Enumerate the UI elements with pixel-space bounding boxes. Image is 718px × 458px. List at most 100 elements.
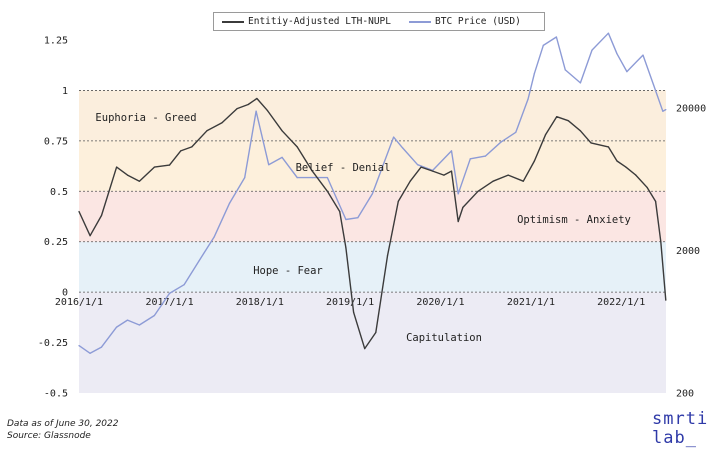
right-tick-label: 200 [676, 389, 694, 400]
right-tick-label: 20000 [676, 103, 706, 114]
footnote-source: Source: Glassnode [7, 431, 91, 441]
btc-point [183, 284, 185, 286]
lth-point [345, 247, 347, 249]
lth-point [420, 166, 422, 168]
btc-point [168, 292, 171, 294]
btc-point [281, 156, 283, 158]
btc-price-line [78, 32, 667, 354]
btc-point [402, 147, 404, 149]
btc-point [393, 136, 395, 138]
right-axis-ticks: 20000 2000 200 [676, 103, 706, 399]
zone-band-4 [79, 292, 666, 393]
lth-point [665, 299, 667, 301]
btc-point [626, 71, 628, 73]
lth-point [78, 210, 80, 213]
right-tick-label: 2000 [676, 246, 700, 257]
btc-point [213, 236, 215, 238]
lth-point [556, 116, 558, 118]
x-tick-label: 2022/1/1 [597, 297, 645, 308]
btc-point [591, 49, 593, 51]
zone-label: Hope - Fear [253, 265, 323, 277]
left-tick-label: -0.5 [44, 389, 68, 400]
btc-point [662, 110, 664, 112]
lth-point [450, 170, 453, 172]
lth-point [375, 331, 377, 334]
lth-point [616, 160, 618, 162]
lth-point [579, 130, 582, 132]
lth-nupl-line [78, 97, 667, 350]
left-tick-label: 0.5 [50, 187, 68, 198]
x-tick-label: 2021/1/1 [507, 297, 555, 308]
lth-point [477, 190, 479, 192]
lth-point [590, 142, 592, 144]
lth-point [432, 170, 434, 172]
lth-point [266, 110, 269, 112]
lth-point [153, 166, 155, 168]
lth-point [191, 146, 193, 148]
legend-label-btc: BTC Price (USD) [435, 16, 521, 27]
zone-label: Optimism - Anxiety [517, 214, 631, 226]
lth-point [397, 200, 399, 202]
btc-point [616, 53, 618, 55]
btc-point [542, 44, 544, 47]
zone-labels: Euphoria - Greed Belief - Denial Optimism … [95, 112, 630, 344]
zone-label: Euphoria - Greed [95, 112, 196, 124]
lth-point [544, 134, 547, 136]
btc-point [345, 218, 347, 221]
btc-point [527, 98, 529, 100]
btc-point [371, 193, 373, 195]
lth-point [635, 174, 637, 176]
lth-point [168, 164, 171, 166]
btc-point [357, 217, 359, 219]
lth-point [625, 166, 627, 168]
lth-point [533, 160, 536, 162]
left-axis-ticks: 1.25 1 0.75 0.5 0.25 0 -0.25 -0.5 [38, 36, 68, 400]
lth-point [522, 180, 524, 182]
legend: Entitiy-Adjusted LTH-NUPL BTC Price (USD… [213, 12, 545, 31]
left-tick-label: 1 [62, 86, 68, 97]
zone-band-3 [79, 241, 666, 293]
btc-point [665, 109, 667, 111]
lth-point [660, 241, 662, 243]
lth-point [339, 210, 341, 213]
left-tick-label: 0 [62, 288, 68, 299]
lth-point [443, 174, 445, 176]
zone-band-1 [79, 140, 666, 192]
left-tick-label: 0.25 [44, 237, 68, 248]
btc-point [311, 177, 313, 179]
left-tick-label: 1.25 [44, 36, 68, 47]
left-tick-label: 0.75 [44, 136, 68, 147]
btc-point [417, 164, 419, 166]
x-tick-label: 2016/1/1 [55, 297, 103, 308]
legend-item-btc: BTC Price (USD) [409, 16, 521, 27]
brand-line-2: lab_ [652, 428, 697, 448]
btc-point [229, 202, 231, 204]
lth-point [116, 166, 118, 168]
btc-point [296, 177, 298, 179]
lth-point [462, 206, 464, 208]
btc-point [198, 260, 200, 262]
btc-point [515, 131, 517, 133]
btc-point [268, 164, 270, 166]
btc-point [89, 352, 91, 354]
lth-point [492, 180, 494, 182]
series-lines [78, 32, 667, 354]
x-tick-label: 2017/1/1 [145, 297, 193, 308]
btc-point [244, 177, 246, 179]
lth-point [296, 146, 298, 148]
btc-point [579, 82, 582, 84]
btc-point [469, 158, 471, 160]
lth-point [364, 348, 366, 350]
btc-point [484, 155, 486, 157]
btc-point [533, 72, 536, 74]
lth-point [457, 220, 459, 223]
btc-point [642, 54, 644, 56]
brand-line-1: smrti [652, 409, 709, 429]
lth-point [221, 122, 223, 124]
legend-label-lth: Entitiy-Adjusted LTH-NUPL [248, 16, 391, 27]
lth-point [311, 170, 313, 172]
lth-point [126, 174, 129, 176]
lth-point [326, 190, 328, 192]
x-axis-ticks: 2016/1/1 2017/1/1 2018/1/1 2019/1/1 2020/1/1… [55, 297, 645, 308]
